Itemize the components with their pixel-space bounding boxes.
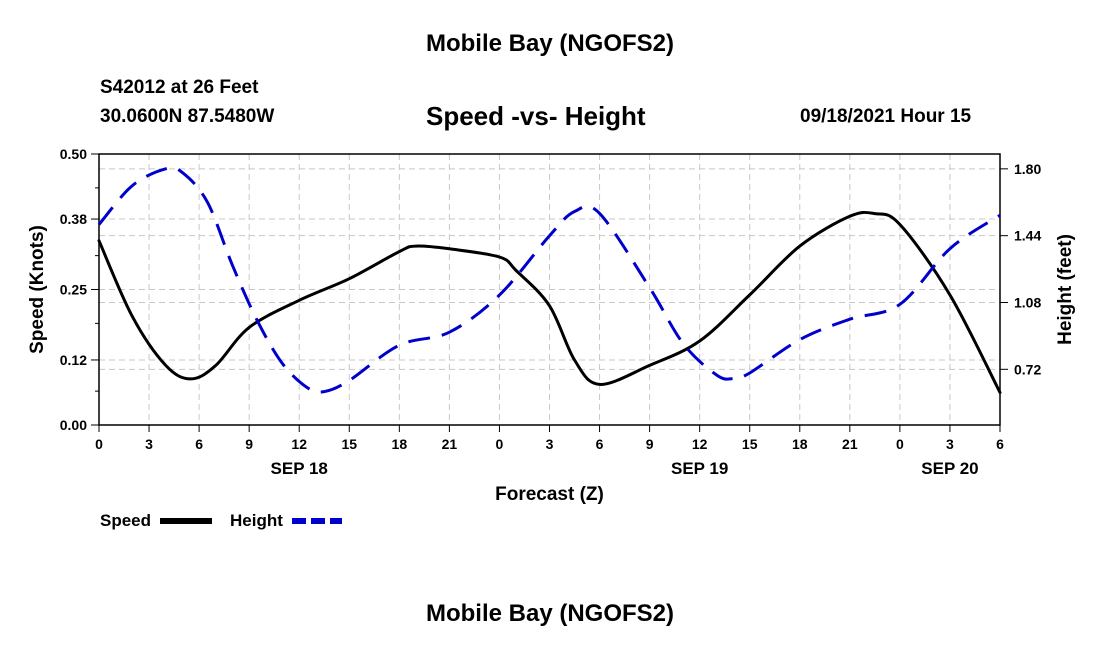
x-date-label: SEP 19 xyxy=(671,459,728,478)
x-axis-title: Forecast (Z) xyxy=(495,484,604,505)
x-tick-label: 18 xyxy=(792,436,808,452)
y-right-tick-label: 1.08 xyxy=(1014,294,1041,310)
x-tick-label: 3 xyxy=(946,436,954,452)
y-left-tick-label: 0.25 xyxy=(60,282,87,298)
x-tick-label: 9 xyxy=(245,436,253,452)
x-tick-label: 9 xyxy=(646,436,654,452)
x-tick-label: 3 xyxy=(145,436,153,452)
x-tick-label: 6 xyxy=(195,436,203,452)
coordinates-label: 30.0600N 87.5480W xyxy=(100,106,275,127)
y-left-tick-label: 0.00 xyxy=(60,417,87,433)
y-right-tick-label: 1.44 xyxy=(1014,228,1041,244)
legend-label-speed: Speed xyxy=(100,511,151,530)
forecast-datetime: 09/18/2021 Hour 15 xyxy=(800,106,972,127)
page-title-bottom: Mobile Bay (NGOFS2) xyxy=(425,600,675,627)
x-tick-label: 15 xyxy=(742,436,758,452)
y-right-tick-label: 0.72 xyxy=(1014,361,1041,377)
legend-label-height: Height xyxy=(230,511,283,530)
x-tick-label: 21 xyxy=(842,436,858,452)
x-date-label: SEP 18 xyxy=(271,459,328,478)
y-right-tick-label: 1.80 xyxy=(1014,161,1041,177)
x-tick-label: 12 xyxy=(692,436,708,452)
series-line-speed xyxy=(97,210,1002,394)
y-left-tick-label: 0.12 xyxy=(60,352,87,368)
y-right-axis-title: Height (feet) xyxy=(1055,234,1076,345)
y-left-tick-label: 0.50 xyxy=(60,146,87,162)
x-tick-label: 12 xyxy=(291,436,307,452)
x-tick-label: 3 xyxy=(546,436,554,452)
page-title-top: Mobile Bay (NGOFS2) xyxy=(425,30,675,57)
series-line-height xyxy=(97,166,1001,394)
station-label: S42012 at 26 Feet xyxy=(100,77,259,98)
x-tick-label: 15 xyxy=(341,436,357,452)
y-left-tick-label: 0.38 xyxy=(60,211,87,227)
x-date-label: SEP 20 xyxy=(921,459,978,478)
x-tick-label: 21 xyxy=(442,436,458,452)
x-tick-label: 0 xyxy=(496,436,504,452)
x-tick-label: 6 xyxy=(996,436,1004,452)
x-tick-label: 6 xyxy=(596,436,604,452)
y-left-axis-title: Speed (Knots) xyxy=(27,225,48,354)
x-tick-label: 18 xyxy=(392,436,408,452)
chart-title: Speed -vs- Height xyxy=(426,101,646,131)
x-tick-label: 0 xyxy=(896,436,904,452)
x-tick-label: 0 xyxy=(95,436,103,452)
